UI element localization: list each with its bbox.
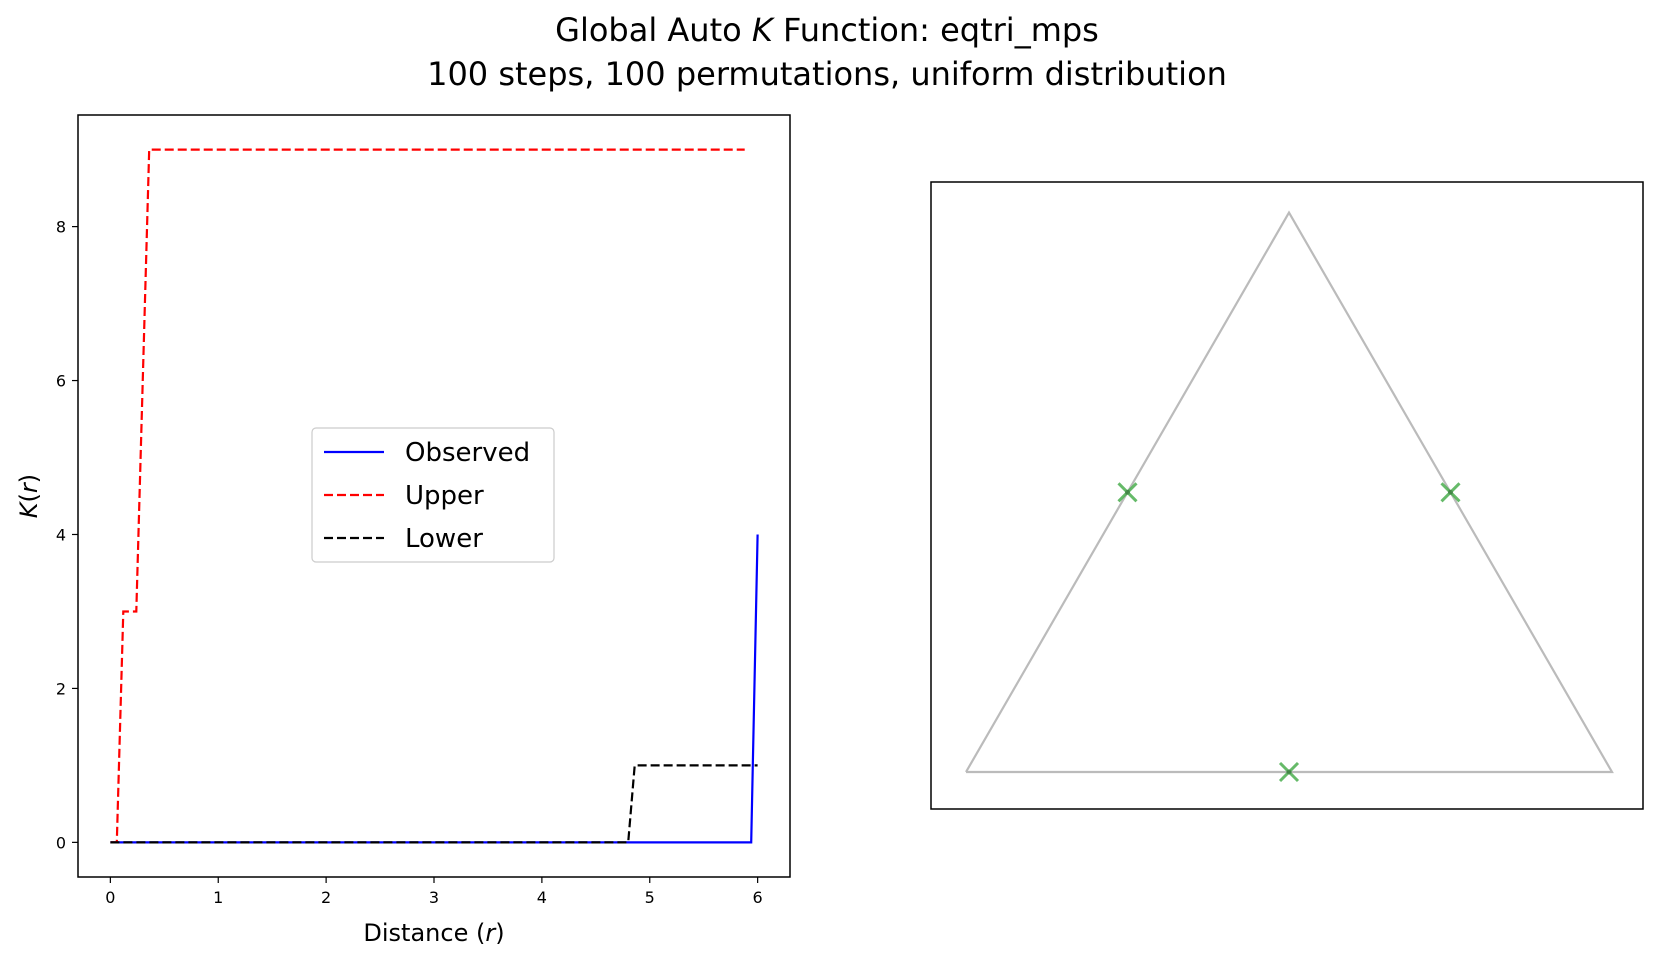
x-tick-label: 5	[645, 888, 655, 907]
figure-title: Global Auto K Function: eqtri_mps	[0, 8, 1654, 52]
x-tick-label: 3	[429, 888, 439, 907]
x-tick-label: 4	[537, 888, 547, 907]
x-tick-group: 0 1 2 3 4 5 6	[105, 877, 763, 907]
y-tick-label: 4	[56, 525, 66, 544]
series-line-observed	[110, 534, 759, 844]
legend: Observed Upper Lower	[311, 427, 555, 563]
k-function-axes: 0 1 2 3 4 5 6 0 2 4 6 8 Distance (r) K(r) Observed…	[15, 114, 791, 947]
series-line-lower	[110, 764, 758, 844]
y-tick-label: 0	[56, 833, 66, 852]
x-marker-point	[1278, 761, 1300, 783]
triangle-outline	[965, 210, 1614, 774]
x-tick-label: 2	[321, 888, 331, 907]
x-axis-label: Distance (r)	[363, 919, 504, 947]
y-tick-group: 0 2 4 6 8	[56, 218, 78, 852]
y-tick-label: 2	[56, 679, 66, 698]
x-marker-point	[1117, 482, 1138, 503]
y-axis-label: K(r)	[15, 474, 43, 518]
x-tick-label: 0	[105, 888, 115, 907]
legend-label-lower: Lower	[405, 524, 483, 554]
series-group	[110, 148, 759, 844]
point-map-axes	[930, 181, 1644, 810]
legend-label-observed: Observed	[405, 438, 530, 468]
x-tick-label: 1	[213, 888, 223, 907]
figure-title-block: Global Auto K Function: eqtri_mps 100 st…	[0, 8, 1654, 96]
legend-box	[311, 427, 555, 563]
title-suffix: Function: eqtri_mps	[772, 11, 1099, 49]
x-tick-label: 6	[753, 888, 763, 907]
y-tick-label: 8	[56, 218, 66, 237]
y-tick-label: 6	[56, 372, 66, 391]
triangle-group	[965, 210, 1614, 774]
figure-subtitle: 100 steps, 100 permutations, uniform dis…	[427, 55, 1227, 93]
x-marker-point	[1440, 482, 1461, 503]
map-frame	[930, 181, 1644, 810]
plot-frame	[77, 114, 791, 878]
legend-label-upper: Upper	[405, 481, 484, 511]
points-group	[1117, 482, 1461, 783]
title-italic-k: K	[751, 11, 773, 49]
title-prefix: Global Auto	[555, 11, 752, 49]
